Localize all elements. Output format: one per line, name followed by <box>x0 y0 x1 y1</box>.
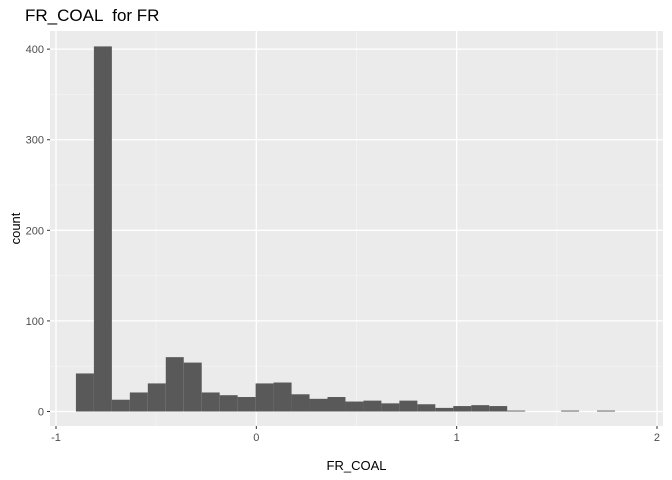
y-tick-label: 200 <box>26 225 44 237</box>
histogram-bar <box>597 410 616 412</box>
x-tick-label: -1 <box>51 432 61 444</box>
histogram-bar <box>129 392 148 412</box>
histogram-bar <box>327 397 346 412</box>
histogram-bar <box>255 383 274 412</box>
histogram-bar <box>507 410 526 412</box>
histogram-bar <box>435 407 454 412</box>
histogram-bar <box>345 401 364 412</box>
x-tick-label: 1 <box>454 432 460 444</box>
histogram-bar <box>111 399 130 412</box>
x-tick-label: 2 <box>654 432 660 444</box>
y-axis-title: count <box>8 212 23 244</box>
x-tick-label: 0 <box>253 432 259 444</box>
histogram-bar <box>417 404 436 412</box>
histogram-bar <box>147 383 166 412</box>
histogram-bar <box>489 406 508 412</box>
histogram-bar <box>219 395 238 412</box>
histogram-bar <box>237 397 256 412</box>
y-tick-label: 300 <box>26 135 44 147</box>
y-tick-label: 0 <box>38 407 44 419</box>
histogram-bar <box>93 46 112 412</box>
histogram-bar <box>75 373 94 412</box>
histogram-bar <box>453 406 472 412</box>
x-axis: -1 0 1 2 <box>51 426 660 444</box>
histogram-bar <box>201 392 220 412</box>
y-tick-label: 100 <box>26 316 44 328</box>
histogram-bar <box>165 357 184 412</box>
y-axis: 0 100 200 300 400 <box>26 44 50 419</box>
histogram-bar <box>273 382 292 412</box>
histogram-bar <box>381 403 400 412</box>
y-tick-label: 400 <box>26 44 44 56</box>
histogram-bar <box>309 398 328 412</box>
minor-gridlines <box>50 31 663 426</box>
histogram-bars <box>75 46 616 412</box>
histogram-bar <box>471 405 490 412</box>
chart-title: FR_COAL for FR <box>25 6 160 25</box>
histogram-bar <box>183 362 202 412</box>
x-axis-title: FR_COAL <box>327 458 387 473</box>
histogram-bar <box>291 394 310 412</box>
histogram-bar <box>561 410 580 412</box>
histogram-bar <box>363 400 382 412</box>
major-gridlines <box>50 31 663 426</box>
histogram-bar <box>399 400 418 412</box>
